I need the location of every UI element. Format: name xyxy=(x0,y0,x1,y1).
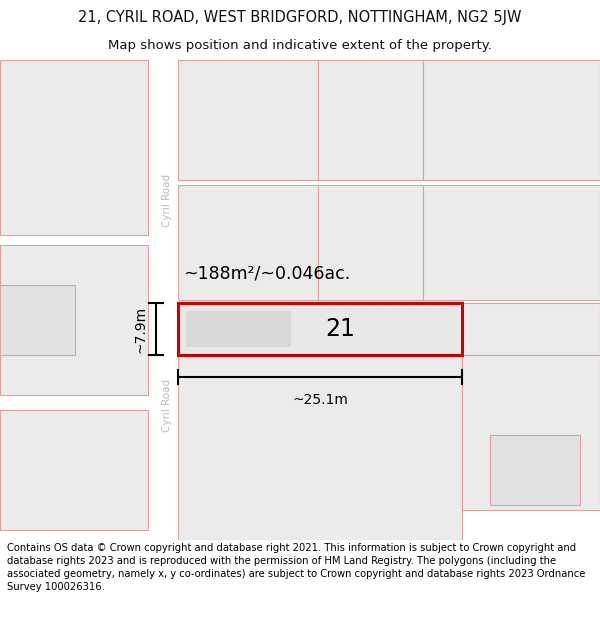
Bar xyxy=(318,185,423,300)
Text: Contains OS data © Crown copyright and database right 2021. This information is : Contains OS data © Crown copyright and d… xyxy=(7,542,586,592)
Text: Cyril Road: Cyril Road xyxy=(161,378,172,431)
Text: ~188m²/~0.046ac.: ~188m²/~0.046ac. xyxy=(183,265,350,283)
Text: Cyril Road: Cyril Road xyxy=(161,173,172,226)
Bar xyxy=(178,355,462,540)
Text: 21, CYRIL ROAD, WEST BRIDGFORD, NOTTINGHAM, NG2 5JW: 21, CYRIL ROAD, WEST BRIDGFORD, NOTTINGH… xyxy=(78,10,522,25)
Bar xyxy=(0,285,75,355)
Bar xyxy=(423,60,600,180)
Bar xyxy=(490,435,580,505)
Bar xyxy=(423,185,600,300)
Text: ~25.1m: ~25.1m xyxy=(292,393,348,407)
Bar xyxy=(178,60,318,180)
Bar xyxy=(462,303,600,355)
Bar xyxy=(318,60,423,180)
Bar xyxy=(0,60,148,235)
Bar xyxy=(178,185,318,300)
Bar xyxy=(178,60,423,180)
Bar xyxy=(0,245,148,395)
Bar xyxy=(186,311,291,347)
Text: ~7.9m: ~7.9m xyxy=(134,306,148,352)
Bar xyxy=(462,355,600,510)
Bar xyxy=(178,303,462,355)
Text: 21: 21 xyxy=(325,317,355,341)
Bar xyxy=(155,55,178,540)
Bar xyxy=(178,303,462,355)
Text: Map shows position and indicative extent of the property.: Map shows position and indicative extent… xyxy=(108,39,492,51)
Bar xyxy=(0,410,148,530)
